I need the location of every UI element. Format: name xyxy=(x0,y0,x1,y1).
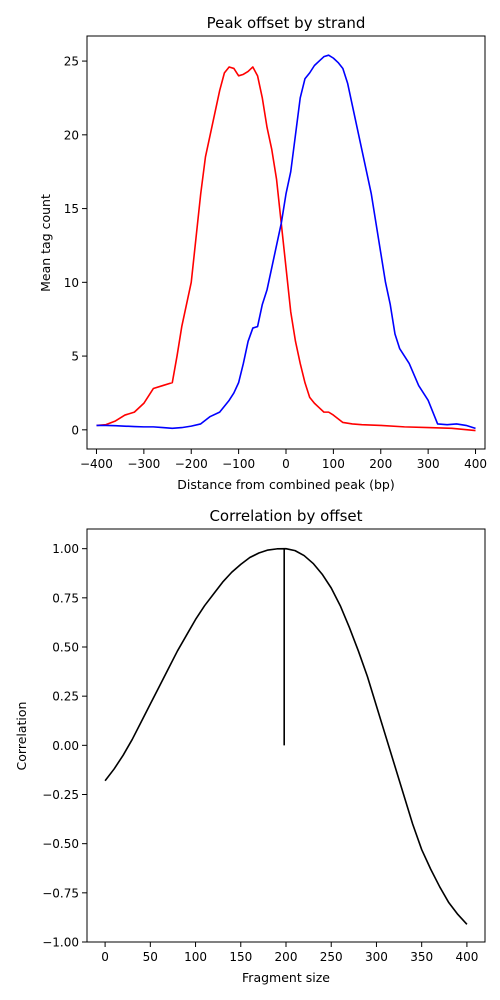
y-axis-label: Correlation xyxy=(14,702,29,771)
y-axis: −1.00 −0.75 −0.50 −0.25 0.00 0.25 0.50 0.75 1.00 xyxy=(42,542,87,949)
chart-title: Peak offset by strand xyxy=(207,14,366,32)
y-tick-label: −0.75 xyxy=(42,886,79,900)
y-tick-label: 0.50 xyxy=(52,641,79,655)
x-tick-label: 150 xyxy=(229,950,252,964)
x-tick-label: 0 xyxy=(101,950,109,964)
x-tick-label: 300 xyxy=(365,950,388,964)
y-tick-label: 0 xyxy=(71,423,79,437)
series-line-2 xyxy=(96,55,475,428)
y-tick-label: 1.00 xyxy=(52,542,79,556)
y-axis-label: Mean tag count xyxy=(38,194,53,292)
series-lines xyxy=(105,549,467,925)
x-axis-label: Fragment size xyxy=(242,970,330,985)
y-tick-label: −0.25 xyxy=(42,788,79,802)
peak-offset-chart: Peak offset by strand −400 −300 −200 −100 0 1… xyxy=(38,14,487,492)
y-tick-label: −0.50 xyxy=(42,837,79,851)
series-line-1 xyxy=(105,549,467,925)
y-tick-label: 20 xyxy=(64,128,79,142)
x-tick-label: 0 xyxy=(282,457,290,471)
series-lines xyxy=(96,55,475,430)
y-tick-label: −1.00 xyxy=(42,936,79,950)
x-tick-label: −100 xyxy=(222,457,255,471)
x-tick-label: 200 xyxy=(275,950,298,964)
x-tick-label: 100 xyxy=(322,457,345,471)
y-tick-label: 0.00 xyxy=(52,739,79,753)
series-line-1 xyxy=(96,67,475,431)
chart-title: Correlation by offset xyxy=(209,507,362,525)
x-tick-label: −200 xyxy=(175,457,208,471)
x-tick-label: 350 xyxy=(410,950,433,964)
plot-area xyxy=(87,529,485,942)
x-axis: −400 −300 −200 −100 0 100 200 300 400 xyxy=(80,449,487,471)
y-tick-label: 15 xyxy=(64,202,79,216)
plot-area xyxy=(87,36,485,449)
y-axis: 0 5 10 15 20 25 xyxy=(64,55,87,438)
x-tick-label: −300 xyxy=(127,457,160,471)
y-tick-label: 25 xyxy=(64,55,79,69)
y-tick-label: 5 xyxy=(71,350,79,364)
y-tick-label: 10 xyxy=(64,276,79,290)
x-tick-label: 250 xyxy=(320,950,343,964)
x-tick-label: −400 xyxy=(80,457,113,471)
y-tick-label: 0.75 xyxy=(52,591,79,605)
x-tick-label: 50 xyxy=(143,950,158,964)
x-axis-label: Distance from combined peak (bp) xyxy=(177,477,394,492)
x-tick-label: 200 xyxy=(369,457,392,471)
correlation-chart: Correlation by offset 0 50 100 150 200 250 300… xyxy=(14,507,485,985)
x-tick-label: 400 xyxy=(464,457,487,471)
x-axis: 0 50 100 150 200 250 300 350 400 xyxy=(101,942,478,964)
x-tick-label: 400 xyxy=(455,950,478,964)
y-tick-label: 0.25 xyxy=(52,690,79,704)
x-tick-label: 300 xyxy=(417,457,440,471)
x-tick-label: 100 xyxy=(184,950,207,964)
